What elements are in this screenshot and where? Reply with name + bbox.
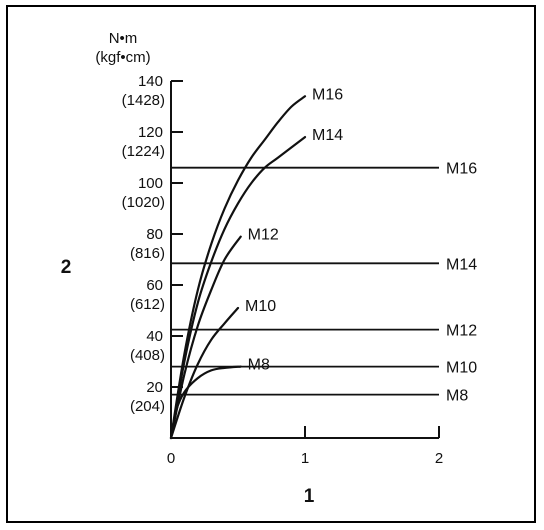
curve-m10 xyxy=(169,306,240,440)
y-tick-label: 120 xyxy=(138,124,163,141)
x-axis-title: 1 xyxy=(304,486,315,507)
reference-label-m16: M16 xyxy=(446,161,477,178)
y-unit-secondary-label: (kgf•cm) xyxy=(95,49,150,66)
y-tick-label: 100 xyxy=(138,175,163,192)
curve-m12 xyxy=(169,235,242,440)
x-tick-label: 1 xyxy=(301,450,309,467)
y-tick-alt-label: (1428) xyxy=(122,92,165,109)
y-tick-label: 140 xyxy=(138,73,163,90)
torque-curves: M8 M10 M12 M14 M16 xyxy=(169,86,343,440)
y-tick-label: 20 xyxy=(146,379,163,396)
reference-label-m10: M10 xyxy=(446,360,477,377)
curve-label-m16: M16 xyxy=(312,86,343,103)
reference-label-m12: M12 xyxy=(446,323,477,340)
curve-label-m8: M8 xyxy=(248,357,270,374)
curve-label-m12: M12 xyxy=(248,227,279,244)
reference-lines: M16 M14 M12 M10 M8 xyxy=(171,161,477,405)
y-axis-title: 2 xyxy=(61,257,72,278)
y-tick-alt-label: (408) xyxy=(130,347,165,364)
y-unit-primary-label: N•m xyxy=(109,30,138,47)
y-tick-label: 40 xyxy=(146,328,163,345)
y-tick-alt-label: (1020) xyxy=(122,194,165,211)
x-tick-label: 0 xyxy=(167,450,175,467)
reference-label-m14: M14 xyxy=(446,256,477,273)
chart-labels: N•m (kgf•cm) 2 1 xyxy=(61,30,315,507)
axis-ticks: 20(204)40(408)60(612)80(816)100(1020)120… xyxy=(122,73,444,467)
y-tick-label: 80 xyxy=(146,226,163,243)
curve-label-m10: M10 xyxy=(245,298,276,315)
y-tick-alt-label: (1224) xyxy=(122,143,165,160)
y-tick-alt-label: (204) xyxy=(130,398,165,415)
reference-label-m8: M8 xyxy=(446,388,468,405)
curve-m16 xyxy=(169,95,307,440)
curve-label-m14: M14 xyxy=(312,127,343,144)
y-tick-alt-label: (816) xyxy=(130,245,165,262)
y-tick-alt-label: (612) xyxy=(130,296,165,313)
curve-m14 xyxy=(169,136,307,440)
y-tick-label: 60 xyxy=(146,277,163,294)
x-tick-label: 2 xyxy=(435,450,443,467)
